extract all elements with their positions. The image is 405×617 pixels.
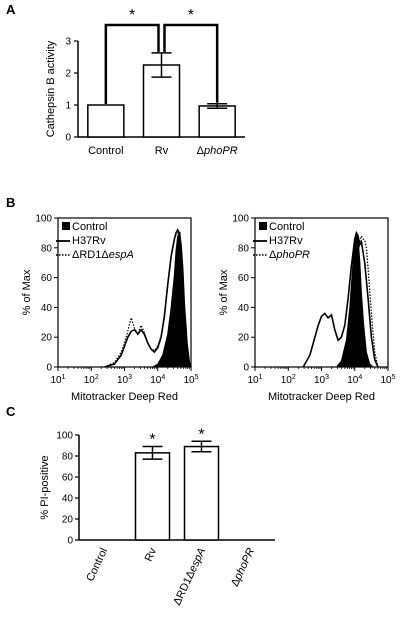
legend-label: H37Rv	[72, 235, 106, 247]
series-dotted-line	[104, 231, 192, 368]
y-tick-label: 0	[46, 363, 52, 374]
x-tick-label-c: ΔphoPR	[229, 546, 257, 588]
legend-label: ΔphoPR	[269, 249, 310, 261]
x-tick-label-c: Rv	[143, 546, 160, 564]
y-axis-label-c: % PI-positive	[39, 455, 51, 519]
significance-star-a: *	[188, 7, 194, 24]
y-tick-label-c: 0	[67, 536, 73, 547]
significance-star-c: *	[149, 432, 155, 449]
significance-bracket-a	[163, 23, 219, 103]
bar-a	[198, 105, 236, 138]
chart-b-left-histogram: 0 20 40 60 80 100 101 102 103 104 105 Mitotracker D…	[21, 214, 199, 404]
y-tick-label-c: 60	[62, 473, 74, 484]
x-tick-label: 105	[380, 374, 395, 386]
y-tick-label-c: 40	[62, 494, 74, 505]
y-tick-label-a: 3	[65, 37, 71, 48]
chart-c-pi-positive: 0 20 40 60 80 100 % PI-positive Control * Rv * ΔRD1…	[39, 426, 275, 607]
x-tick-label: 104	[347, 374, 362, 386]
x-tick-label: 101	[50, 374, 65, 386]
bar-c	[183, 445, 220, 541]
y-tick-label: 80	[238, 243, 250, 254]
y-tick-label: 20	[41, 333, 53, 344]
y-tick-label-c: 80	[62, 452, 74, 463]
y-tick-label-a: 2	[65, 69, 71, 80]
y-axis-label: % of Max	[21, 269, 33, 315]
x-tick-label-a: ΔphoPR	[197, 145, 238, 157]
y-tick-label: 80	[41, 243, 53, 254]
x-tick-label-c: ΔRD1ΔespA	[171, 546, 208, 607]
legend-label: Control	[72, 221, 107, 233]
legend-label: H37Rv	[269, 235, 303, 247]
x-tick-label: 103	[314, 374, 329, 386]
series-solid-line	[302, 230, 379, 368]
y-tick-label: 20	[238, 333, 250, 344]
y-tick-label: 0	[243, 363, 249, 374]
x-axis-label: Mitotracker Deep Red	[268, 391, 375, 403]
legend-swatch-filled	[259, 222, 267, 230]
x-tick-label-c: Control	[84, 546, 110, 583]
x-tick-label: 101	[247, 374, 262, 386]
y-tick-label: 100	[232, 214, 249, 225]
x-tick-label-a: Control	[88, 145, 123, 157]
significance-star-a: *	[129, 7, 135, 24]
y-tick-label: 40	[238, 303, 250, 314]
legend-swatch-filled	[62, 222, 70, 230]
y-axis-label: % of Max	[218, 269, 230, 315]
y-tick-label-c: 100	[56, 431, 73, 442]
x-tick-label: 103	[117, 374, 132, 386]
x-tick-label-a: Rv	[155, 145, 169, 157]
y-tick-label: 60	[238, 273, 250, 284]
y-tick-label-a: 1	[65, 101, 71, 112]
y-tick-label: 40	[41, 303, 53, 314]
bar-a	[87, 104, 125, 138]
y-tick-label-a: 0	[65, 133, 71, 144]
x-tick-label: 105	[183, 374, 198, 386]
x-tick-label: 102	[281, 374, 296, 386]
y-tick-label: 60	[41, 273, 53, 284]
x-tick-label: 104	[150, 374, 165, 386]
legend-label: Control	[269, 221, 304, 233]
y-axis-label-a: Cathepsin B activity	[45, 40, 57, 137]
chart-a-cathepsin-b: 0 1 2 3 Cathepsin B activity Control Rv ΔphoPR *…	[45, 7, 245, 157]
significance-star-c: *	[198, 426, 204, 443]
panel-letter-c: C	[6, 404, 16, 419]
chart-b-right-histogram: 0 20 40 60 80 100 101 102 103 104 105 Mitotracker D…	[218, 214, 396, 404]
x-tick-label: 102	[84, 374, 99, 386]
legend-label: ΔRD1ΔespA	[72, 249, 134, 261]
significance-bracket-a	[104, 23, 160, 104]
y-tick-label-c: 20	[62, 515, 74, 526]
panel-letter-a: A	[6, 2, 16, 17]
panel-letter-b: B	[6, 195, 15, 210]
x-axis-label: Mitotracker Deep Red	[71, 391, 178, 403]
y-tick-label: 100	[35, 214, 52, 225]
bar-c	[134, 452, 171, 541]
